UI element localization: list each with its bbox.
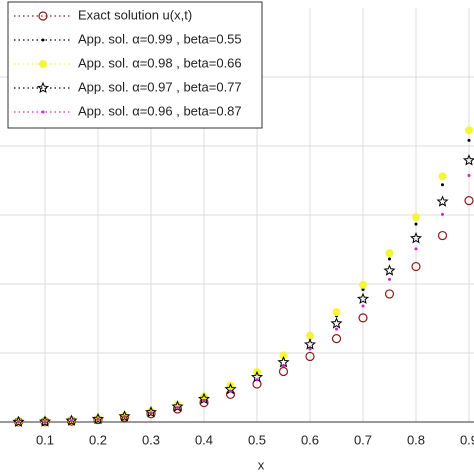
data-point xyxy=(467,138,471,142)
data-point xyxy=(464,196,474,206)
x-tick-label: 0.3 xyxy=(142,432,160,447)
legend-label: Exact solution u(x,t) xyxy=(78,7,192,22)
x-tick-label: 0.4 xyxy=(195,432,213,447)
data-point xyxy=(332,308,341,317)
data-point xyxy=(43,420,47,424)
data-point xyxy=(436,195,449,207)
data-point xyxy=(12,415,25,428)
data-point xyxy=(279,351,288,360)
data-point xyxy=(17,420,20,424)
data-point xyxy=(383,264,396,276)
legend-box xyxy=(7,1,263,129)
data-point xyxy=(229,389,232,393)
data-point xyxy=(361,304,365,308)
x-tick-label: 0.7 xyxy=(354,432,372,447)
data-point xyxy=(356,292,370,304)
data-point xyxy=(438,172,447,181)
x-tick-label: 0.8 xyxy=(407,432,425,447)
legend-label: App. sol. α=0.98 , beta=0.66 xyxy=(78,55,242,70)
data-point xyxy=(441,212,444,216)
data-point xyxy=(358,313,368,323)
data-point xyxy=(308,347,312,351)
legend-marker xyxy=(36,81,50,94)
data-point xyxy=(385,249,394,258)
data-point xyxy=(38,415,52,427)
data-point xyxy=(384,289,395,299)
data-point xyxy=(123,415,126,419)
data-point xyxy=(414,247,418,251)
data-point xyxy=(202,398,206,402)
x-tick-label: 0.1 xyxy=(36,432,54,447)
legend-label: App. sol. α=0.96 , beta=0.87 xyxy=(78,103,242,118)
data-point xyxy=(361,287,365,291)
legend-marker xyxy=(41,110,45,114)
data-point xyxy=(96,417,100,421)
data-point xyxy=(462,154,474,166)
data-point xyxy=(467,174,471,178)
data-point xyxy=(65,414,78,426)
x-tick-label: 0.6 xyxy=(301,432,319,447)
data-point xyxy=(149,411,153,415)
data-point xyxy=(255,378,259,382)
data-point xyxy=(411,261,421,272)
data-point xyxy=(306,331,314,340)
data-point xyxy=(144,405,158,418)
data-point xyxy=(465,126,473,135)
data-point xyxy=(176,406,179,410)
x-tick-label: 0.2 xyxy=(89,432,107,447)
data-point xyxy=(388,257,391,261)
x-axis-label: x xyxy=(258,457,265,472)
data-point xyxy=(70,419,73,423)
data-point xyxy=(282,364,285,368)
data-point xyxy=(441,183,444,187)
x-tick-label: 0.9 xyxy=(460,432,474,447)
data-point xyxy=(409,231,423,244)
data-point xyxy=(118,410,131,422)
x-tick-label: 0.5 xyxy=(248,432,266,447)
legend-marker xyxy=(39,60,47,68)
data-point xyxy=(305,351,315,362)
data-point xyxy=(388,277,391,281)
data-point xyxy=(303,338,317,350)
data-point xyxy=(91,412,105,425)
legend-marker xyxy=(41,38,45,42)
legend-label: App. sol. α=0.97 , beta=0.77 xyxy=(78,79,242,94)
data-point xyxy=(412,213,420,222)
data-point xyxy=(437,230,448,241)
legend-label: App. sol. α=0.99 , beta=0.55 xyxy=(78,31,242,46)
legend-marker xyxy=(38,11,48,21)
data-point xyxy=(330,317,343,329)
data-point xyxy=(414,222,418,226)
data-point xyxy=(278,366,289,377)
data-point xyxy=(331,334,342,344)
data-point xyxy=(359,280,367,289)
data-point xyxy=(335,327,338,331)
